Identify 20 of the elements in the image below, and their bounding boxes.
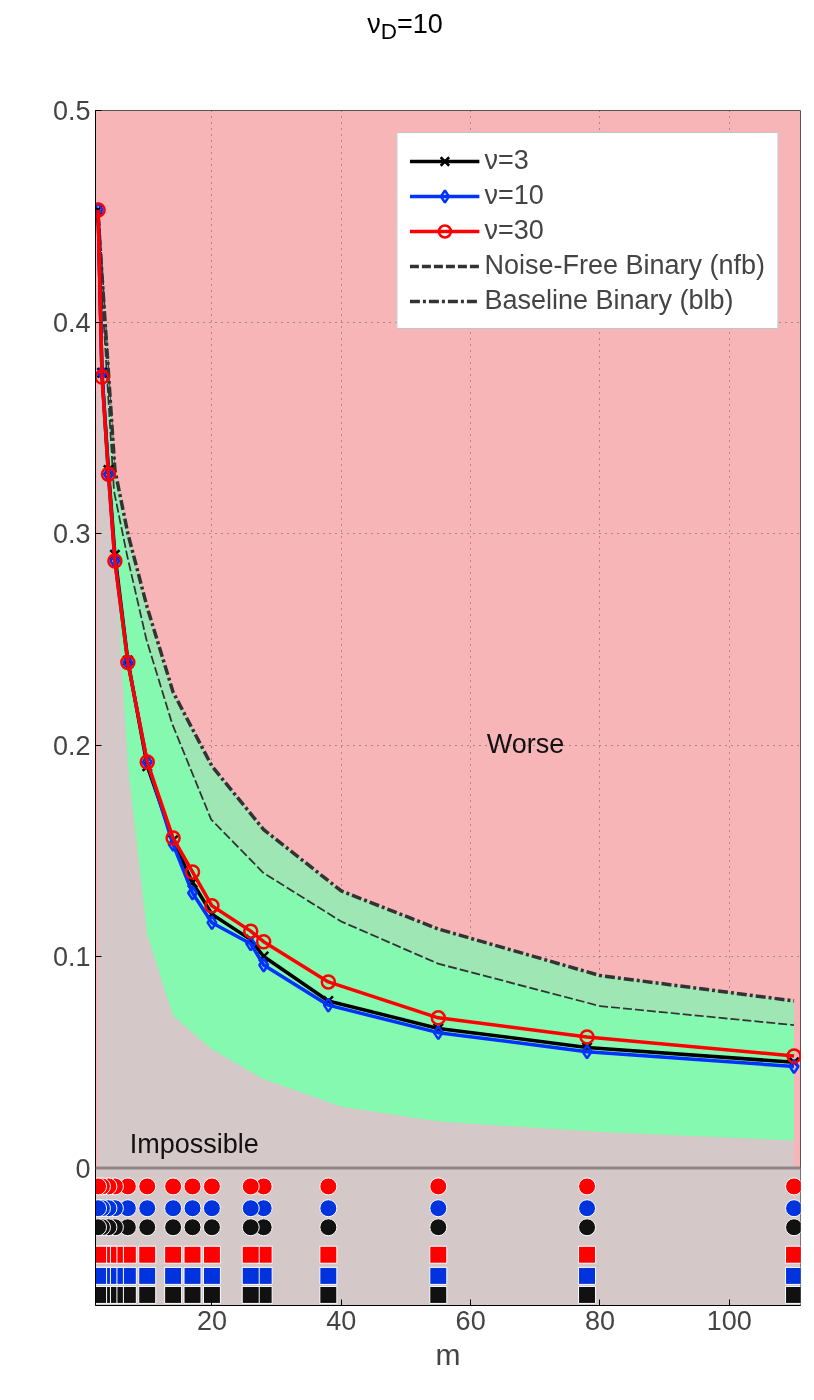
x-tick-label: 60 [455, 1305, 486, 1336]
x-tick-label: 80 [584, 1305, 616, 1336]
chart-title: ν$_{D}$=10 [366, 8, 444, 47]
y-tick-label: 0 [75, 1153, 91, 1184]
x-tick-label: 100 [706, 1305, 752, 1336]
annotation: Worse [486, 728, 565, 759]
y-tick-label: 0.3 [52, 519, 91, 550]
x-axis-title: m [435, 1337, 461, 1371]
annotation: Impossible [129, 1129, 259, 1160]
x-tick-label: 20 [196, 1305, 227, 1336]
legend-label: ν=30 [484, 215, 544, 246]
legend-label: ν=3 [484, 145, 529, 176]
y-tick-label: 0.1 [52, 942, 91, 973]
x-tick-label: 40 [326, 1305, 357, 1336]
legend-label: Baseline Binary (blb) [484, 285, 734, 316]
legend-label: ν=10 [484, 180, 544, 211]
legend-label: Noise-Free Binary (nfb) [484, 250, 765, 281]
y-tick-label: 0.2 [52, 730, 91, 761]
y-tick-label: 0.4 [52, 307, 91, 338]
y-tick-label: 0.5 [52, 96, 91, 126]
